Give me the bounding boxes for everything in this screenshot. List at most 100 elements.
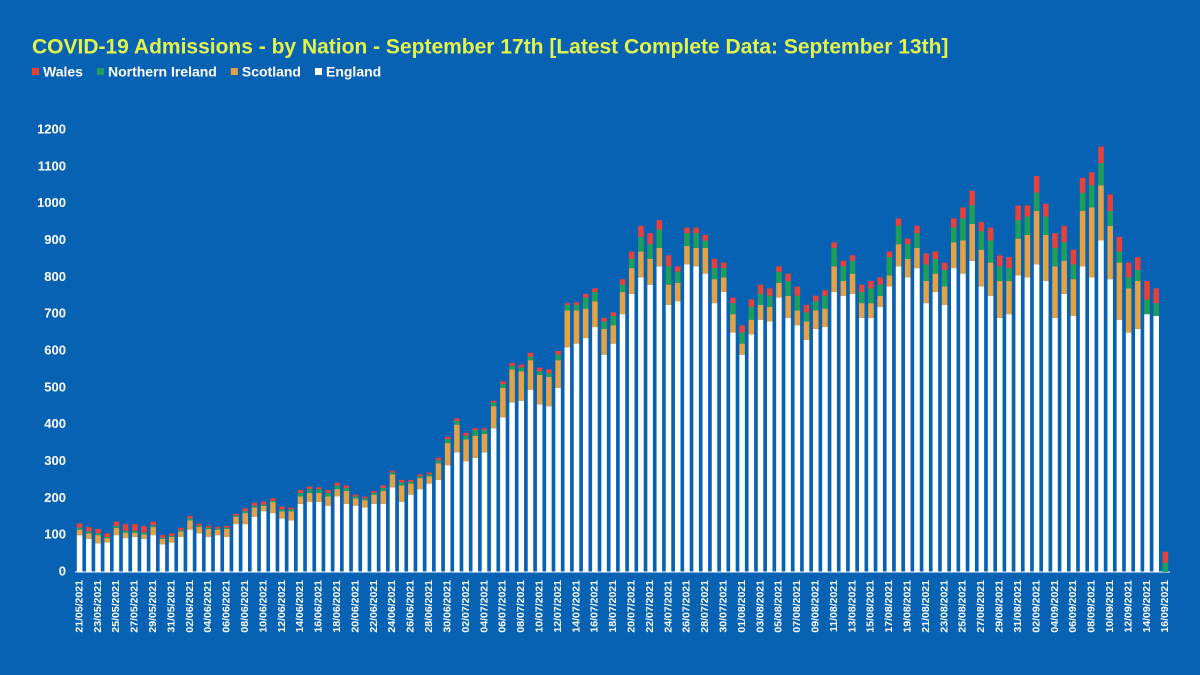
bar-segment (951, 268, 957, 572)
bar-segment (684, 246, 690, 265)
bar-segment (1107, 211, 1113, 226)
x-tick-label: 21/05/2021 (73, 580, 85, 633)
bar-segment (86, 533, 92, 539)
bar-segment (573, 304, 580, 311)
bar-segment (398, 485, 405, 503)
x-tick-label: 16/07/2021 (589, 580, 601, 633)
bar-segment (914, 233, 920, 248)
bar-segment (1116, 251, 1123, 263)
bar-segment (638, 251, 644, 278)
bar-segment (711, 303, 718, 572)
bar-segment (904, 244, 911, 259)
bar-segment (417, 478, 423, 490)
bar-segment (454, 424, 460, 453)
bar-segment (297, 496, 304, 504)
bar-segment (895, 266, 902, 572)
bar-segment (297, 492, 304, 497)
bar-segment (619, 314, 626, 572)
bar-segment (1052, 317, 1058, 572)
bar-segment (969, 190, 975, 206)
bar-segment (150, 527, 156, 536)
bar-segment (1015, 205, 1021, 221)
bar-segment (417, 489, 423, 572)
bar-segment (132, 524, 138, 531)
bar-segment (334, 496, 341, 572)
bar-segment (279, 506, 285, 510)
bar-segment (665, 255, 672, 267)
bar-segment (233, 516, 239, 525)
bar-segment (242, 511, 248, 514)
y-tick-label: 500 (44, 379, 66, 394)
bar-segment (1144, 299, 1150, 315)
bar-segment (1043, 203, 1049, 217)
bar-segment (564, 310, 571, 348)
bar-segment (196, 533, 202, 572)
bar-segment (748, 334, 755, 572)
bar-segment (592, 327, 598, 572)
bar-segment (371, 494, 377, 504)
bar-segment (104, 533, 110, 538)
x-tick-label: 28/07/2021 (699, 580, 711, 633)
bar-segment (343, 485, 350, 489)
bar-segment (628, 293, 635, 572)
bar-segment (1052, 233, 1058, 248)
bar-segment (711, 268, 718, 280)
bar-segment (306, 502, 313, 572)
bar-segment (1052, 247, 1058, 267)
x-tick-label: 24/07/2021 (662, 580, 674, 633)
bar-segment (573, 343, 580, 572)
bar-segment (325, 496, 331, 506)
bar-segment (684, 233, 690, 247)
bar-segment (389, 474, 396, 488)
bar-segment (674, 266, 681, 272)
bar-segment (279, 511, 285, 519)
x-tick-label: 26/07/2021 (681, 580, 693, 633)
bar-segment (1098, 185, 1104, 241)
bar-segment (518, 367, 525, 372)
bar-segment (417, 474, 423, 477)
bar-segment (757, 304, 764, 320)
bar-segment (1024, 277, 1031, 572)
bar-segment (969, 205, 975, 224)
bar-segment (1033, 176, 1040, 193)
bar-segment (536, 367, 543, 372)
bar-segment (398, 479, 405, 483)
bar-segment (555, 351, 561, 355)
bar-segment (1153, 316, 1159, 572)
bar-segment (141, 534, 147, 539)
bar-segment (380, 503, 387, 572)
x-tick-label: 15/08/2021 (865, 580, 877, 633)
bar-segment (573, 302, 580, 305)
bar-segment (509, 369, 515, 403)
bar-segment (306, 492, 313, 503)
bar-segment (1098, 146, 1104, 164)
bar-segment (95, 535, 101, 544)
bar-segment (794, 295, 801, 311)
bar-segment (371, 503, 377, 572)
bar-segment (481, 430, 488, 434)
bar-segment (997, 255, 1003, 267)
bar-segment (233, 513, 239, 516)
bar-segment (95, 543, 101, 572)
bar-segment (1098, 163, 1104, 186)
bar-segment (76, 527, 83, 530)
x-tick-label: 04/07/2021 (478, 580, 490, 633)
bar-segment (555, 360, 561, 388)
bar-segment (812, 310, 819, 329)
bar-segment (1024, 205, 1031, 217)
bar-segment (122, 532, 129, 539)
x-tick-label: 04/09/2021 (1049, 580, 1061, 633)
bar-segment (720, 277, 727, 293)
x-tick-label: 10/09/2021 (1104, 580, 1116, 633)
bar-segment (914, 225, 920, 234)
bar-segment (592, 301, 598, 328)
bar-segment (316, 487, 322, 490)
bar-segment (435, 463, 442, 480)
bar-segment (316, 502, 322, 572)
y-tick-label: 1200 (37, 121, 66, 136)
bar-segment (1043, 281, 1049, 572)
bar-segment (877, 295, 883, 307)
x-tick-label: 08/06/2021 (239, 580, 251, 633)
bar-segment (546, 376, 552, 407)
bar-segment (1070, 279, 1077, 317)
